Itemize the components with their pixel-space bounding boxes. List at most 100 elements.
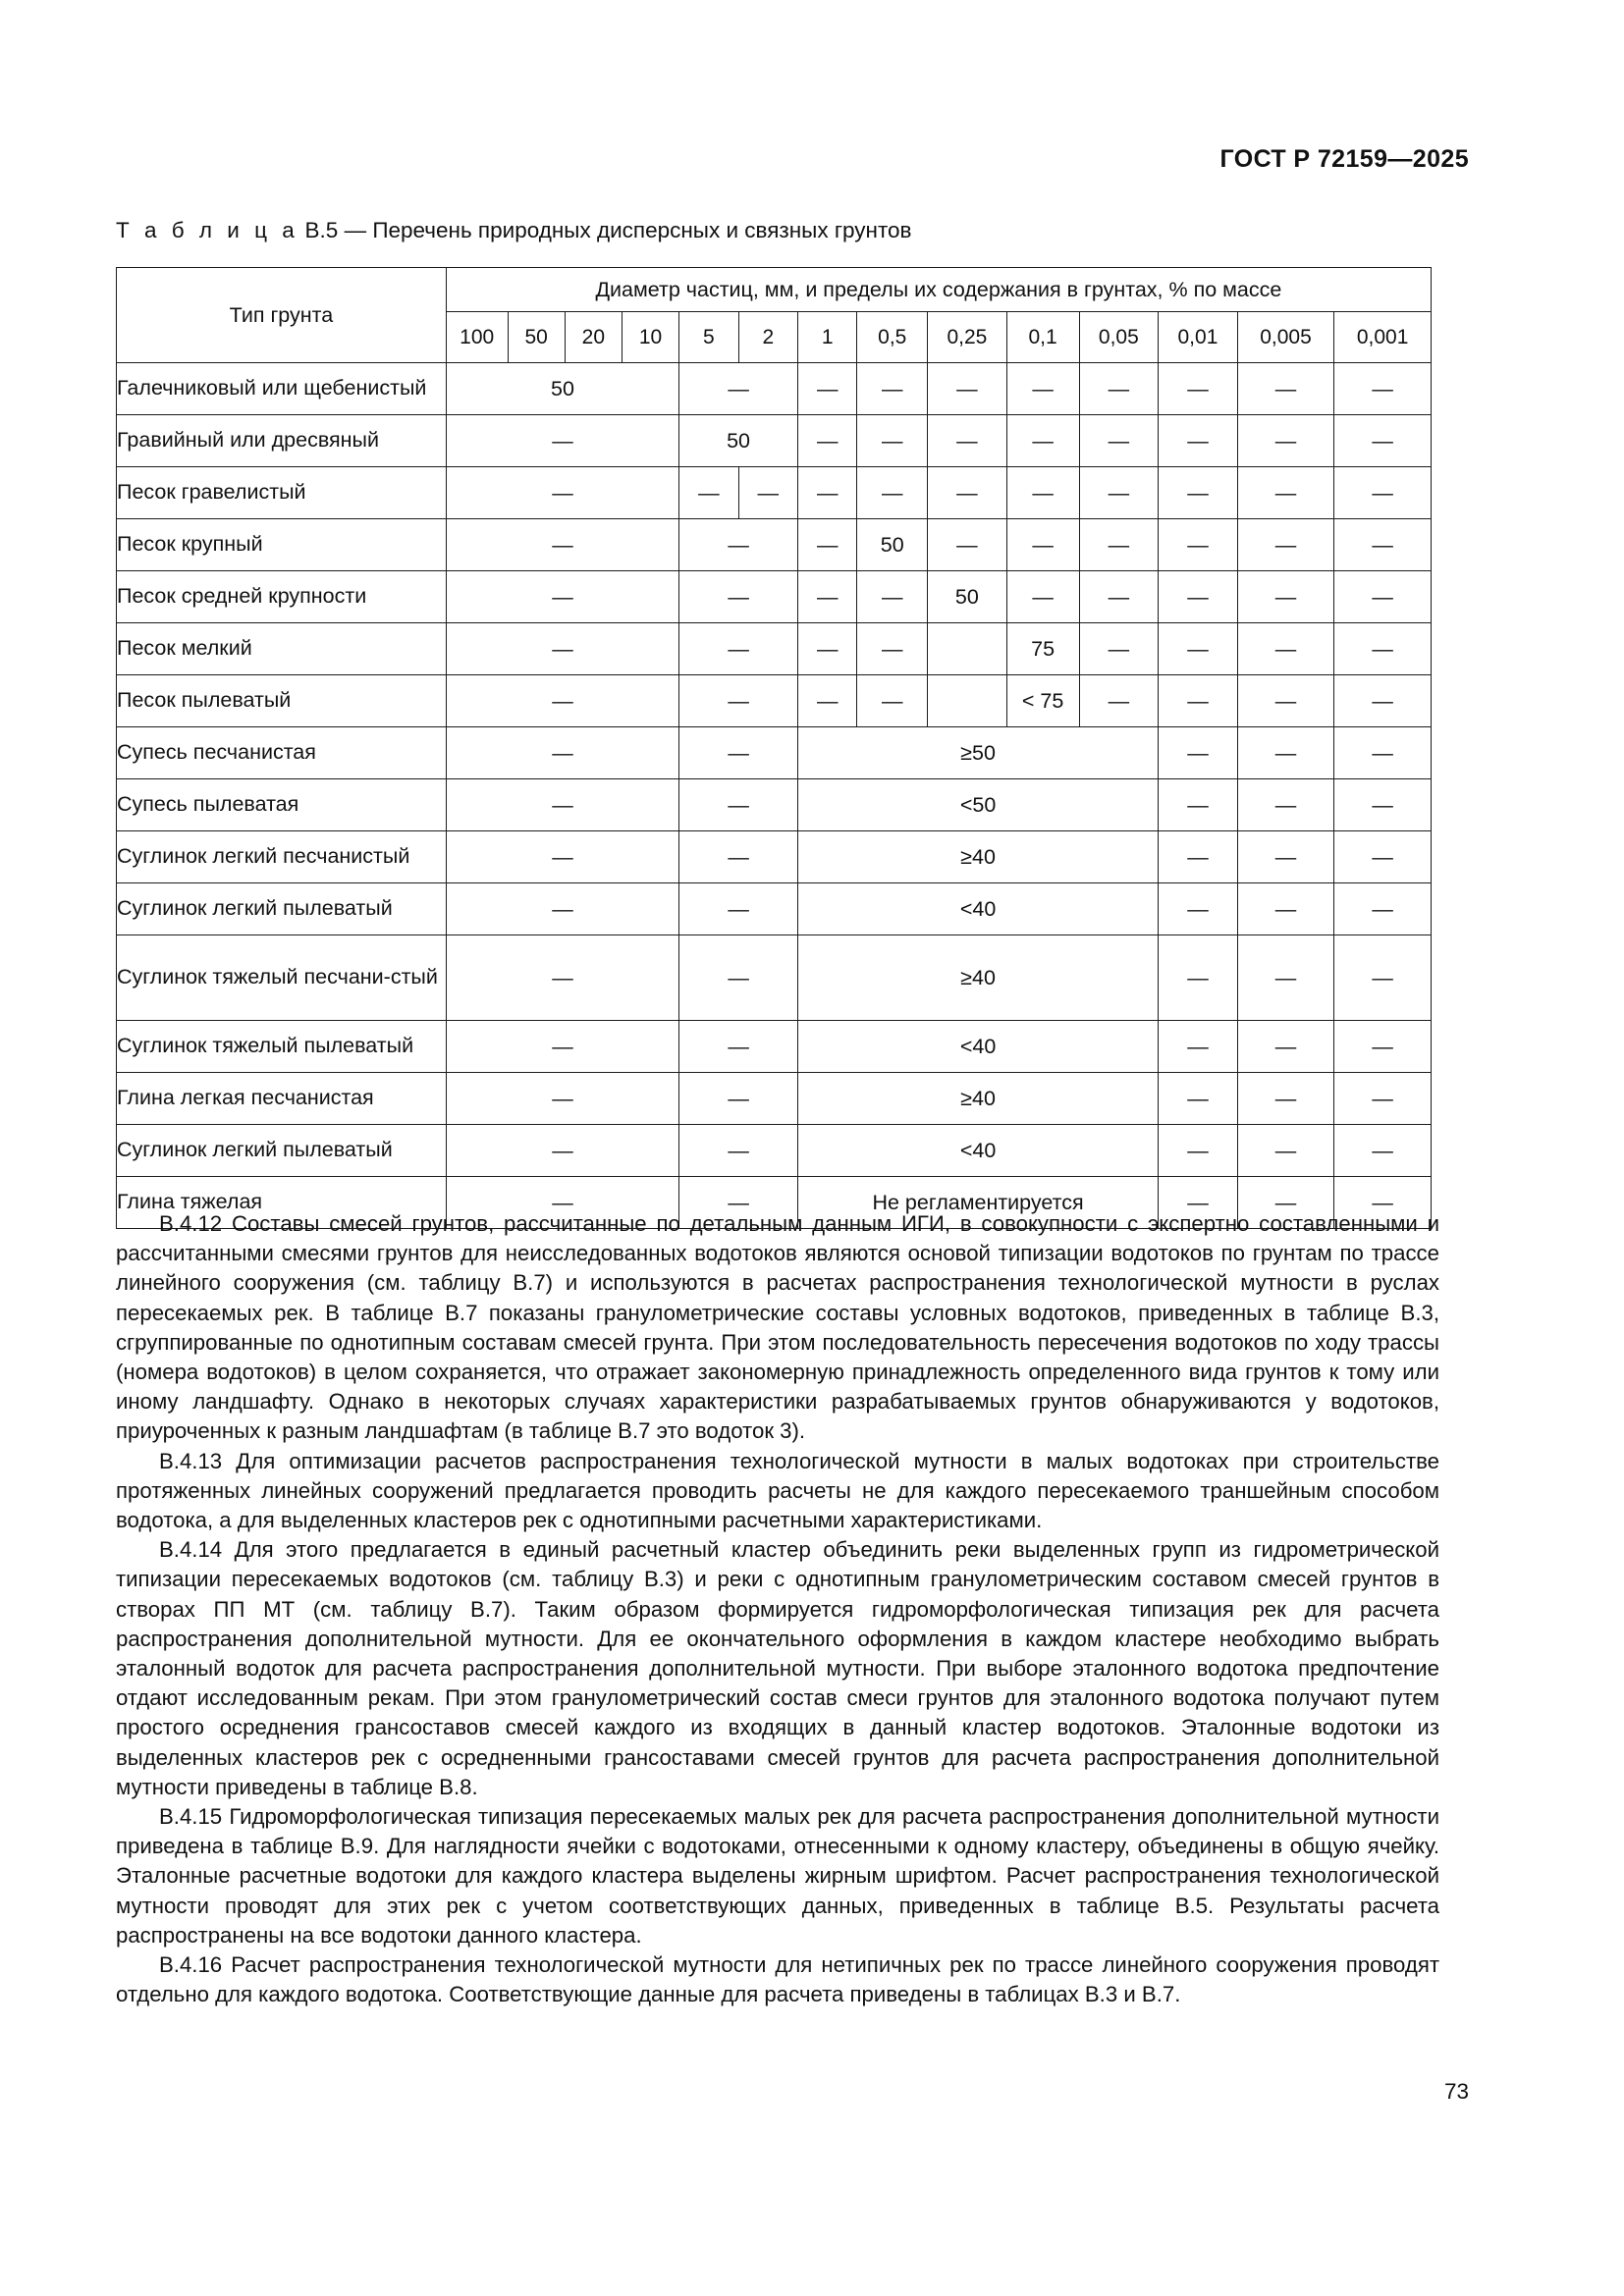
table-header-row-1: Тип грунта Диаметр частиц, мм, и пределы… (116, 266, 1433, 363)
row-value-cell: — (1158, 778, 1238, 831)
paragraph: В.4.14 Для этого предлагается в единый р… (116, 1537, 1439, 1799)
table-row: Песок гравелистый — — — — — — — — — — — (116, 466, 1432, 519)
row-ground-type: Песок крупный (116, 518, 447, 571)
row-value-cell: — (856, 362, 929, 415)
row-value-cell: — (856, 622, 929, 675)
row-value-cell: — (796, 674, 858, 727)
row-value-cell: <50 (796, 778, 1160, 831)
table-row: Гравийный или дресвяный —50— — — — — — — — (116, 414, 1432, 467)
table-row: Супесь пылеватая — — <50— — — (116, 778, 1432, 831)
row-value-cell: — (1333, 466, 1432, 519)
row-value-cell: — (445, 466, 680, 519)
table-caption: Т а б л и ц а В.5 — Перечень природных д… (116, 218, 912, 243)
header-diameter-0-05: 0,05 (1078, 311, 1160, 363)
row-ground-type: Гравийный или дресвяный (116, 414, 447, 467)
row-value-cell: — (445, 674, 680, 727)
table-row: Суглинок легкий пылеватый — — <40— — — (116, 882, 1432, 935)
row-value-cell: — (1158, 1020, 1238, 1073)
row-value-cell: — (678, 1072, 798, 1125)
header-diameter-0-25: 0,25 (927, 311, 1007, 363)
row-value-cell: 50 (678, 414, 798, 467)
table-row: Суглинок легкий песчанистый — — ≥40— — — (116, 830, 1432, 883)
row-value-cell: — (1158, 830, 1238, 883)
row-value-cell: — (445, 414, 680, 467)
row-value-cell: 75 (1005, 622, 1080, 675)
header-diameter-0-1: 0,1 (1005, 311, 1080, 363)
row-ground-type: Глина легкая песчанистая (116, 1072, 447, 1125)
row-ground-type: Песок мелкий (116, 622, 447, 675)
row-value-cell: — (927, 518, 1007, 571)
row-value-cell: — (1333, 362, 1432, 415)
row-value-cell: — (1078, 622, 1160, 675)
table-row: Песок пылеватый — — — — < 75— — — — (116, 674, 1432, 727)
row-value-cell: — (678, 466, 739, 519)
header-diameter-2: 2 (737, 311, 799, 363)
row-value-cell: — (1333, 778, 1432, 831)
row-value-cell: — (1236, 622, 1335, 675)
table-row: Галечниковый или щебенистый 50— — — — — — — — — (116, 362, 1432, 415)
row-ground-type: Суглинок тяжелый пылеватый (116, 1020, 447, 1073)
row-value-cell: — (796, 362, 858, 415)
table-row: Глина тяжелая — — Не регламентируется — — — (116, 1176, 1432, 1229)
header-diameter-span: Диаметр частиц, мм, и пределы их содержа… (445, 266, 1433, 313)
row-value-cell: — (1158, 362, 1238, 415)
row-value-cell: Не регламентируется (796, 1176, 1160, 1229)
row-value-cell: — (445, 1176, 680, 1229)
row-ground-type: Песок средней крупности (116, 570, 447, 623)
row-value-cell: — (1236, 1072, 1335, 1125)
row-value-cell: ≥40 (796, 1072, 1160, 1125)
row-value-cell: — (1333, 414, 1432, 467)
row-value-cell: 50 (856, 518, 929, 571)
row-value-cell: — (1158, 414, 1238, 467)
row-value-cell: — (678, 1020, 798, 1073)
paragraph: В.4.16 Расчет распространения технологич… (116, 1952, 1439, 2007)
row-value-cell: — (1158, 1124, 1238, 1177)
row-value-cell: — (1158, 1072, 1238, 1125)
row-value-cell: — (678, 1124, 798, 1177)
row-value-cell: — (1236, 1176, 1335, 1229)
row-value-cell: — (1158, 622, 1238, 675)
row-value-cell: — (1236, 414, 1335, 467)
row-value-cell (927, 622, 1007, 675)
row-value-cell: — (1158, 466, 1238, 519)
row-value-cell: — (1333, 518, 1432, 571)
row-value-cell: ≥50 (796, 726, 1160, 779)
row-value-cell: — (1236, 934, 1335, 1021)
row-value-cell: — (678, 518, 798, 571)
row-value-cell: — (1005, 570, 1080, 623)
row-value-cell: — (927, 414, 1007, 467)
row-value-cell: <40 (796, 1124, 1160, 1177)
header-diameter-0-01: 0,01 (1158, 311, 1238, 363)
row-value-cell: — (1333, 1124, 1432, 1177)
row-value-cell: — (1158, 1176, 1238, 1229)
row-value-cell: — (1236, 726, 1335, 779)
row-value-cell: ≥40 (796, 934, 1160, 1021)
row-value-cell: — (1158, 674, 1238, 727)
running-head-standard-number: ГОСТ Р 72159—2025 (1219, 145, 1469, 173)
row-value-cell: — (445, 1072, 680, 1125)
row-value-cell: — (1078, 414, 1160, 467)
paragraph: В.4.15 Гидроморфологическая типизация пе… (116, 1804, 1439, 1948)
header-type-column: Тип грунта (116, 267, 447, 363)
row-value-cell: ≥40 (796, 830, 1160, 883)
row-value-cell: — (796, 414, 858, 467)
table-caption-text: Перечень природных дисперсных и связных … (372, 218, 912, 242)
row-value-cell: — (678, 362, 798, 415)
row-value-cell: — (1333, 570, 1432, 623)
header-diameter-50: 50 (507, 311, 566, 363)
table-row: Суглинок легкий пылеватый — — <40— — — (116, 1124, 1432, 1177)
header-diameter-1: 1 (796, 311, 858, 363)
row-value-cell: 50 (445, 362, 680, 415)
row-ground-type: Супесь пылеватая (116, 778, 447, 831)
row-value-cell: — (1236, 1020, 1335, 1073)
table-header-row-2: 100 50 20 10 5 2 1 0,5 0,25 0,1 0,05 0,01 0,005 0,001 (117, 311, 1432, 363)
row-value-cell: — (445, 830, 680, 883)
grounds-table-wrapper: Тип грунта Диаметр частиц, мм, и пределы… (116, 266, 1433, 1229)
grounds-table-body: Галечниковый или щебенистый 50— — — — — — — — — Гр… (116, 362, 1432, 1229)
row-value-cell: — (678, 674, 798, 727)
row-value-cell: — (1158, 518, 1238, 571)
row-ground-type: Суглинок тяжелый песчани-стый (116, 934, 447, 1021)
row-value-cell: — (856, 570, 929, 623)
table-row: Суглинок тяжелый песчани-стый — — ≥40— — — (116, 934, 1432, 1021)
